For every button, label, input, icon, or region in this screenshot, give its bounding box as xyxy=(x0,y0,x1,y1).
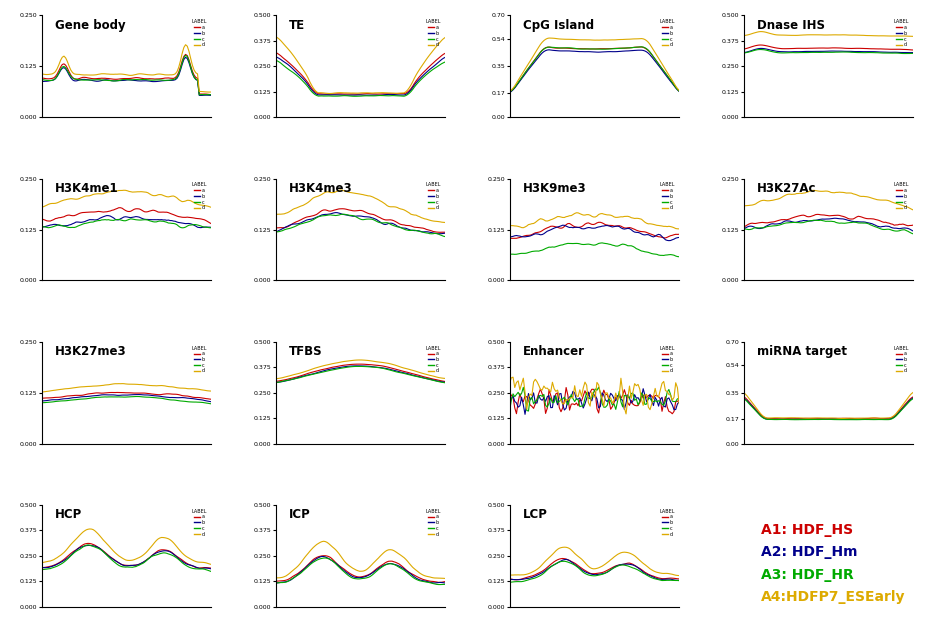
Legend: a, b, c, d: a, b, c, d xyxy=(190,344,209,375)
Legend: a, b, c, d: a, b, c, d xyxy=(658,181,677,212)
Text: TFBS: TFBS xyxy=(289,345,323,358)
Text: HCP: HCP xyxy=(56,508,83,521)
Legend: a, b, c, d: a, b, c, d xyxy=(658,18,677,49)
Legend: a, b, c, d: a, b, c, d xyxy=(893,344,910,375)
Legend: a, b, c, d: a, b, c, d xyxy=(658,507,677,538)
Legend: a, b, c, d: a, b, c, d xyxy=(190,507,209,538)
Text: A2: HDF_Hm: A2: HDF_Hm xyxy=(760,545,857,560)
Legend: a, b, c, d: a, b, c, d xyxy=(425,181,443,212)
Legend: a, b, c, d: a, b, c, d xyxy=(425,18,443,49)
Text: H3K27Ac: H3K27Ac xyxy=(757,181,817,194)
Text: H3K4me1: H3K4me1 xyxy=(56,181,119,194)
Text: Dnase IHS: Dnase IHS xyxy=(757,19,825,32)
Legend: a, b, c, d: a, b, c, d xyxy=(190,181,209,212)
Text: Enhancer: Enhancer xyxy=(523,345,585,358)
Legend: a, b, c, d: a, b, c, d xyxy=(893,181,910,212)
Legend: a, b, c, d: a, b, c, d xyxy=(425,507,443,538)
Legend: a, b, c, d: a, b, c, d xyxy=(190,18,209,49)
Text: H3K9me3: H3K9me3 xyxy=(523,181,587,194)
Text: A3: HDF_HR: A3: HDF_HR xyxy=(760,568,853,582)
Text: TE: TE xyxy=(289,19,305,32)
Legend: a, b, c, d: a, b, c, d xyxy=(658,344,677,375)
Text: A4:HDFP7_ESEarly: A4:HDFP7_ESEarly xyxy=(760,591,905,604)
Legend: a, b, c, d: a, b, c, d xyxy=(893,18,910,49)
Text: H3K27me3: H3K27me3 xyxy=(56,345,127,358)
Text: ICP: ICP xyxy=(289,508,311,521)
Text: H3K4me3: H3K4me3 xyxy=(289,181,353,194)
Text: LCP: LCP xyxy=(523,508,548,521)
Legend: a, b, c, d: a, b, c, d xyxy=(425,344,443,375)
Text: CpG Island: CpG Island xyxy=(523,19,594,32)
Text: Gene body: Gene body xyxy=(56,19,126,32)
Text: A1: HDF_HS: A1: HDF_HS xyxy=(760,523,853,537)
Text: miRNA target: miRNA target xyxy=(757,345,847,358)
